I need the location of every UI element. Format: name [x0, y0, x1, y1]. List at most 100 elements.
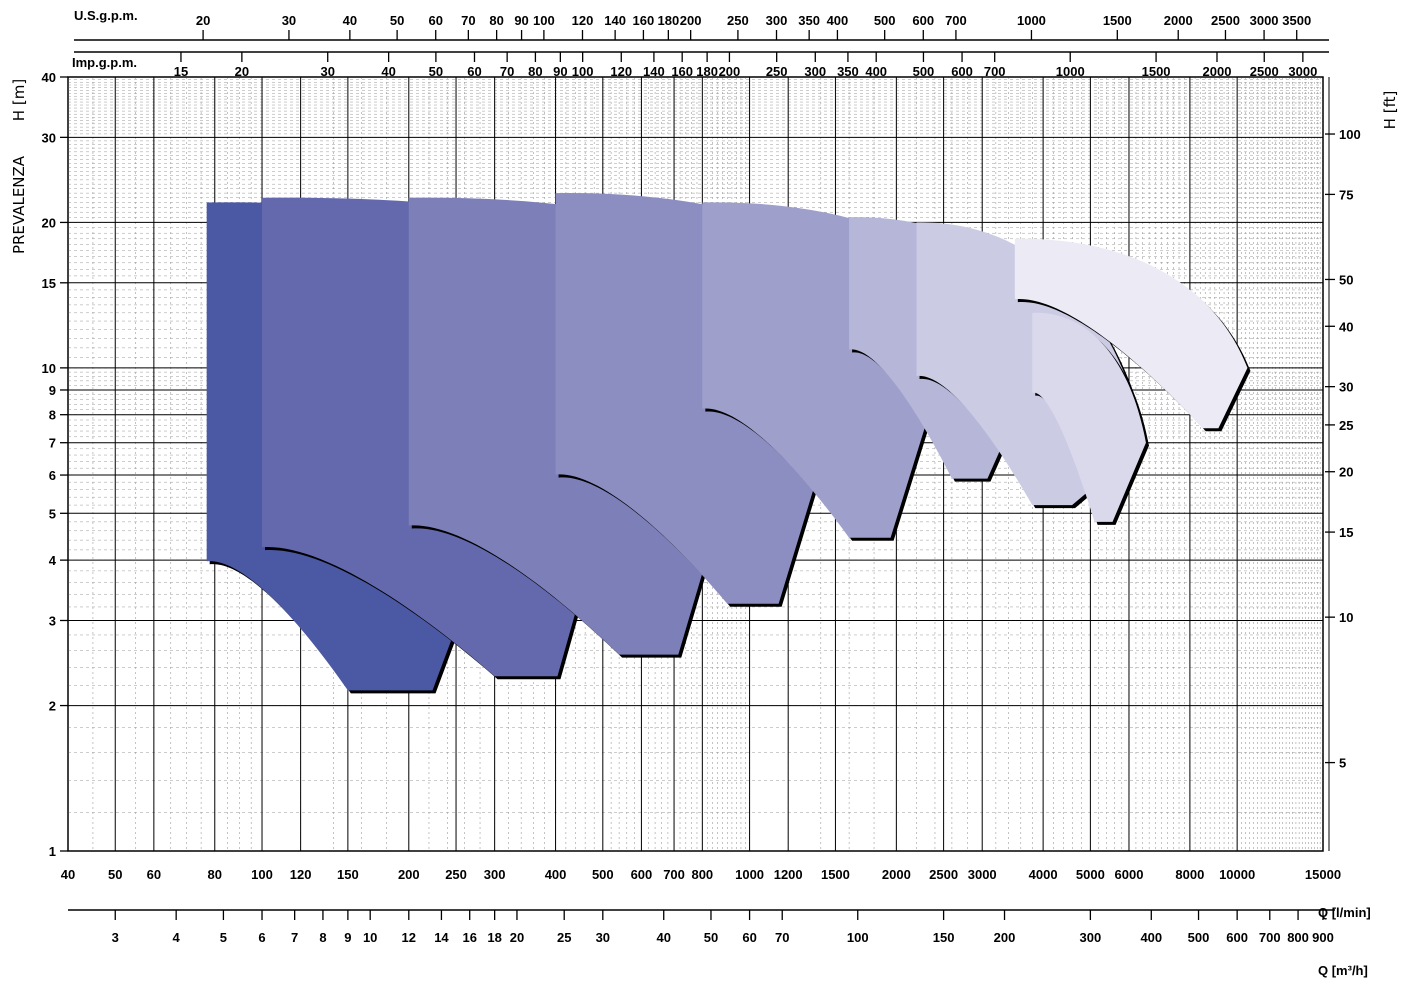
usgpm-tick-label: 90: [514, 13, 528, 28]
right-axis-unit: H [ft]: [1381, 91, 1399, 130]
m3h-tick-label: 30: [596, 930, 610, 945]
m3h-tick-label: 4: [173, 930, 181, 945]
m3h-tick-label: 400: [1140, 930, 1162, 945]
left-tick-label: 40: [42, 70, 56, 85]
bottom-lmin-tick-label: 400: [545, 867, 567, 882]
bottom-lmin-tick-label: 6000: [1115, 867, 1144, 882]
usgpm-tick-label: 200: [680, 13, 702, 28]
impgpm-tick-label: 70: [500, 64, 514, 79]
impgpm-tick-label: 90: [553, 64, 567, 79]
usgpm-tick-label: 700: [945, 13, 967, 28]
impgpm-tick-label: 2000: [1203, 64, 1232, 79]
bottom-lmin-tick-label: 2000: [882, 867, 911, 882]
left-tick-label: 8: [49, 408, 56, 423]
top-axis-impgpm-unit: Imp.g.p.m.: [72, 55, 137, 70]
right-tick-label: 10: [1339, 610, 1353, 625]
impgpm-tick-label: 400: [865, 64, 887, 79]
m3h-tick-label: 10: [363, 930, 377, 945]
bottom-lmin-tick-label: 1500: [821, 867, 850, 882]
usgpm-tick-label: 100: [533, 13, 555, 28]
usgpm-tick-label: 50: [390, 13, 404, 28]
impgpm-tick-label: 3000: [1288, 64, 1317, 79]
impgpm-tick-label: 250: [766, 64, 788, 79]
bottom-axis-lmin-unit: Q [l/min]: [1318, 905, 1371, 920]
impgpm-tick-label: 2500: [1250, 64, 1279, 79]
m3h-tick-label: 100: [847, 930, 869, 945]
right-tick-label: 20: [1339, 465, 1353, 480]
left-tick-label: 15: [42, 276, 56, 291]
bottom-lmin-tick-label: 100: [251, 867, 273, 882]
usgpm-tick-label: 1000: [1017, 13, 1046, 28]
impgpm-tick-label: 120: [610, 64, 632, 79]
curve-area-9: [1014, 238, 1248, 429]
usgpm-tick-label: 30: [282, 13, 296, 28]
m3h-tick-label: 12: [402, 930, 416, 945]
m3h-tick-label: 20: [510, 930, 524, 945]
right-tick-label: 15: [1339, 525, 1353, 540]
bottom-lmin-tick-label: 1000: [735, 867, 764, 882]
bottom-lmin-tick-label: 50: [108, 867, 122, 882]
bottom-lmin-tick-label: 150: [337, 867, 359, 882]
m3h-tick-label: 60: [742, 930, 756, 945]
usgpm-tick-label: 3500: [1282, 13, 1311, 28]
bottom-lmin-tick-label: 2500: [929, 867, 958, 882]
impgpm-tick-label: 160: [671, 64, 693, 79]
usgpm-tick-label: 500: [874, 13, 896, 28]
m3h-tick-label: 3: [112, 930, 119, 945]
usgpm-tick-label: 40: [343, 13, 357, 28]
usgpm-tick-label: 70: [461, 13, 475, 28]
usgpm-tick-label: 2500: [1211, 13, 1240, 28]
bottom-lmin-tick-label: 10000: [1219, 867, 1255, 882]
bottom-lmin-tick-label: 700: [663, 867, 685, 882]
m3h-tick-label: 14: [434, 930, 449, 945]
left-tick-label: 10: [42, 361, 56, 376]
impgpm-tick-label: 1500: [1142, 64, 1171, 79]
m3h-tick-label: 25: [557, 930, 571, 945]
left-tick-label: 2: [49, 699, 56, 714]
bottom-lmin-tick-label: 15000: [1305, 867, 1341, 882]
usgpm-tick-label: 350: [798, 13, 820, 28]
usgpm-tick-label: 80: [489, 13, 503, 28]
usgpm-tick-label: 140: [604, 13, 626, 28]
bottom-lmin-tick-label: 120: [290, 867, 312, 882]
bottom-lmin-tick-label: 4000: [1029, 867, 1058, 882]
left-tick-label: 9: [49, 383, 56, 398]
m3h-tick-label: 900: [1312, 930, 1334, 945]
m3h-tick-label: 40: [656, 930, 670, 945]
usgpm-tick-label: 400: [827, 13, 849, 28]
right-tick-label: 100: [1339, 127, 1361, 142]
bottom-lmin-tick-label: 40: [61, 867, 75, 882]
right-tick-label: 75: [1339, 187, 1353, 202]
bottom-lmin-tick-label: 600: [631, 867, 653, 882]
bottom-lmin-tick-label: 1200: [774, 867, 803, 882]
impgpm-tick-label: 180: [696, 64, 718, 79]
m3h-tick-label: 5: [220, 930, 227, 945]
m3h-tick-label: 200: [994, 930, 1016, 945]
usgpm-tick-label: 2000: [1164, 13, 1193, 28]
impgpm-tick-label: 15: [174, 64, 188, 79]
bottom-lmin-tick-label: 250: [445, 867, 467, 882]
left-tick-label: 30: [42, 130, 56, 145]
m3h-tick-label: 50: [704, 930, 718, 945]
usgpm-tick-label: 60: [428, 13, 442, 28]
impgpm-tick-label: 140: [643, 64, 665, 79]
impgpm-tick-label: 50: [429, 64, 443, 79]
usgpm-tick-label: 180: [657, 13, 679, 28]
m3h-tick-label: 70: [775, 930, 789, 945]
bottom-lmin-tick-label: 500: [592, 867, 614, 882]
right-tick-label: 50: [1339, 272, 1353, 287]
m3h-tick-label: 16: [462, 930, 476, 945]
m3h-tick-label: 7: [291, 930, 298, 945]
impgpm-tick-label: 60: [467, 64, 481, 79]
usgpm-tick-label: 300: [766, 13, 788, 28]
impgpm-tick-label: 600: [951, 64, 973, 79]
usgpm-tick-label: 1500: [1103, 13, 1132, 28]
usgpm-tick-label: 250: [727, 13, 749, 28]
impgpm-tick-label: 700: [984, 64, 1006, 79]
left-tick-label: 4: [49, 553, 57, 568]
right-tick-label: 5: [1339, 756, 1346, 771]
bottom-lmin-tick-label: 300: [484, 867, 506, 882]
m3h-tick-label: 700: [1259, 930, 1281, 945]
performance-curves: [206, 193, 1251, 694]
